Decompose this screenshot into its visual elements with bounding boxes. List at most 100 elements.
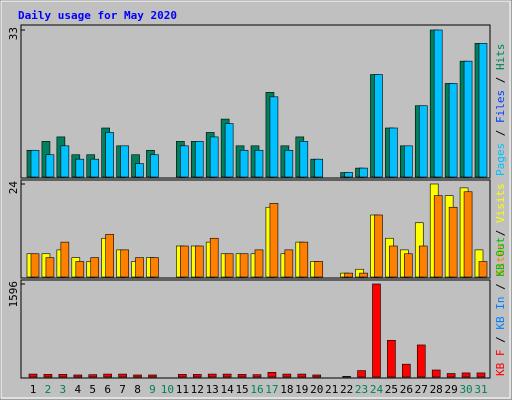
y-tick-label: 1596 <box>7 281 20 308</box>
bar <box>105 132 114 178</box>
bar <box>88 374 98 378</box>
bar <box>60 241 70 278</box>
bar <box>299 141 309 178</box>
bar <box>372 283 381 378</box>
bar <box>402 363 411 378</box>
bar <box>120 145 129 178</box>
x-tick-label: 13 <box>206 383 219 396</box>
x-tick-label: 26 <box>400 383 413 396</box>
bar <box>448 83 458 178</box>
legend-entry: Sites <box>494 243 507 276</box>
bar <box>299 241 309 278</box>
bar <box>252 374 262 378</box>
bar <box>178 374 187 378</box>
x-tick-label: 6 <box>104 383 111 396</box>
legend: Sites / Visits <box>494 183 507 276</box>
bar <box>269 203 279 278</box>
bar <box>75 158 85 178</box>
bar <box>75 261 85 278</box>
x-tick-label: 19 <box>295 383 308 396</box>
legend-separator: / <box>494 330 507 350</box>
bar <box>222 373 232 378</box>
bar <box>30 149 40 178</box>
legend-entry: KB In <box>494 297 507 330</box>
x-tick-label: 25 <box>385 383 398 396</box>
bar <box>118 373 127 378</box>
x-tick-label: 20 <box>310 383 323 396</box>
bar <box>194 141 204 178</box>
bar <box>224 123 234 178</box>
bar <box>431 369 441 378</box>
bar <box>446 373 456 378</box>
bar <box>43 374 53 378</box>
bar <box>254 149 264 178</box>
legend-entry: Visits <box>494 183 507 223</box>
bar <box>60 145 70 178</box>
bar <box>359 272 368 278</box>
bar <box>192 374 202 378</box>
bar <box>135 257 144 278</box>
bar <box>374 214 383 278</box>
bar <box>418 105 428 178</box>
bar <box>120 249 129 278</box>
bar <box>478 43 488 178</box>
bar <box>282 373 292 378</box>
bar <box>148 374 157 378</box>
x-tick-label: 7 <box>119 383 126 396</box>
x-tick-label: 10 <box>161 383 174 396</box>
bar <box>73 374 83 378</box>
bar <box>135 163 144 178</box>
bar <box>312 374 322 378</box>
bar <box>463 60 473 178</box>
x-tick-label: 17 <box>265 383 278 396</box>
bar <box>389 245 398 278</box>
x-tick-label: 29 <box>445 383 458 396</box>
plot-area <box>20 279 491 379</box>
legend-entry: Pages <box>494 143 507 176</box>
x-tick-label: 8 <box>134 383 141 396</box>
bar <box>150 154 159 178</box>
bar <box>416 344 426 378</box>
bar <box>90 257 100 278</box>
bar <box>478 261 488 278</box>
y-tick-label: 24 <box>7 181 20 195</box>
x-tick-label: 2 <box>45 383 52 396</box>
bar <box>209 237 219 278</box>
bar <box>463 191 473 278</box>
x-tick-label: 14 <box>221 383 235 396</box>
x-tick-label: 5 <box>89 383 96 396</box>
bar <box>180 245 189 278</box>
bar <box>269 96 279 178</box>
bar <box>433 29 443 178</box>
bar <box>267 372 277 378</box>
bar <box>30 253 40 278</box>
bar <box>461 372 471 378</box>
x-tick-label: 28 <box>430 383 443 396</box>
x-tick-label: 9 <box>149 383 156 396</box>
x-tick-label: 21 <box>325 383 338 396</box>
bar <box>209 136 219 178</box>
legend-entry: Hits <box>494 44 507 71</box>
y-tick-label: 33 <box>7 27 20 40</box>
legend-separator: / <box>494 70 507 90</box>
bar <box>404 253 413 278</box>
bar <box>150 257 159 278</box>
bar <box>314 158 324 178</box>
x-tick-label: 1 <box>30 383 37 396</box>
bar <box>389 127 398 178</box>
legend-entry: KB Out <box>494 237 507 277</box>
legend: Pages / Files / Hits <box>494 44 507 177</box>
x-tick-label: 30 <box>459 383 472 396</box>
bar <box>374 74 383 178</box>
x-tick-label: 3 <box>60 383 67 396</box>
x-tick-label: 22 <box>340 383 353 396</box>
legend-entry: Files <box>494 90 507 123</box>
bar <box>342 376 351 378</box>
bar <box>180 145 189 178</box>
bar <box>284 249 294 278</box>
x-tick-label: 11 <box>176 383 189 396</box>
bar <box>239 149 249 178</box>
x-tick-label: 4 <box>74 383 81 396</box>
x-tick-label: 15 <box>235 383 248 396</box>
bar <box>103 373 112 378</box>
